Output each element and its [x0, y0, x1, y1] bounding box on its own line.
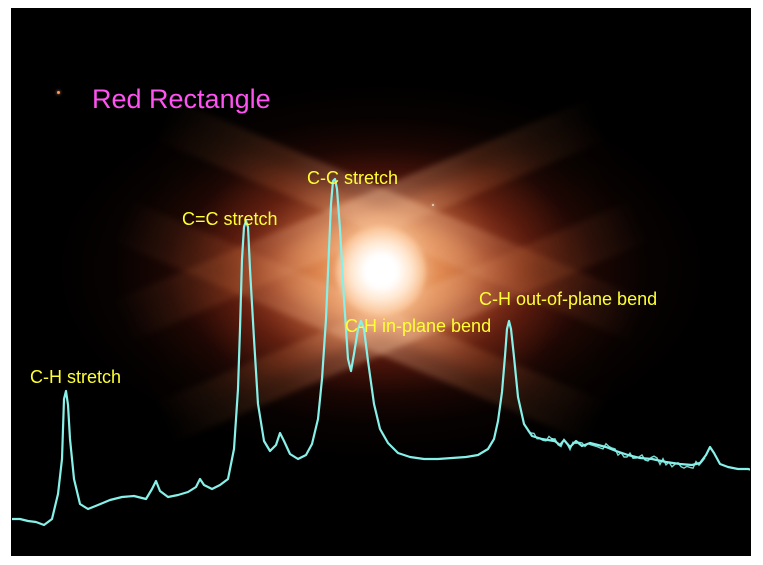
axis-tick — [52, 546, 54, 556]
axis-tick — [11, 316, 21, 318]
axis-tick — [710, 8, 712, 18]
axis-tick — [299, 546, 301, 556]
axis-tick — [463, 546, 465, 556]
axis-tick — [11, 522, 21, 524]
axis-tick — [134, 546, 136, 556]
axis-tick — [299, 8, 301, 18]
axis-tick — [11, 42, 21, 44]
axis-tick — [11, 179, 21, 181]
star-dot — [57, 91, 60, 94]
axis-tick — [11, 453, 21, 455]
axis-tick — [628, 546, 630, 556]
plot-area: Red Rectangle C-H stretchC=C stretchC-C … — [11, 8, 751, 556]
axis-tick — [463, 8, 465, 18]
axis-tick — [741, 179, 751, 181]
axis-tick — [134, 8, 136, 18]
axis-tick — [381, 8, 383, 18]
axis-tick — [11, 385, 21, 387]
spectrum-line — [12, 9, 751, 556]
axis-tick — [741, 316, 751, 318]
star-dot — [432, 204, 434, 206]
axis-tick — [217, 8, 219, 18]
axis-tick — [381, 546, 383, 556]
axis-tick — [11, 248, 21, 250]
axis-tick — [545, 546, 547, 556]
axis-tick — [741, 42, 751, 44]
axis-tick — [741, 453, 751, 455]
axis-tick — [628, 8, 630, 18]
axis-tick — [741, 385, 751, 387]
axis-tick — [217, 546, 219, 556]
axis-tick — [545, 8, 547, 18]
axis-tick — [741, 522, 751, 524]
axis-tick — [710, 546, 712, 556]
axis-tick — [11, 111, 21, 113]
axis-tick — [52, 8, 54, 18]
axis-tick — [741, 111, 751, 113]
figure-frame: Red Rectangle C-H stretchC=C stretchC-C … — [0, 0, 763, 565]
axis-tick — [741, 248, 751, 250]
